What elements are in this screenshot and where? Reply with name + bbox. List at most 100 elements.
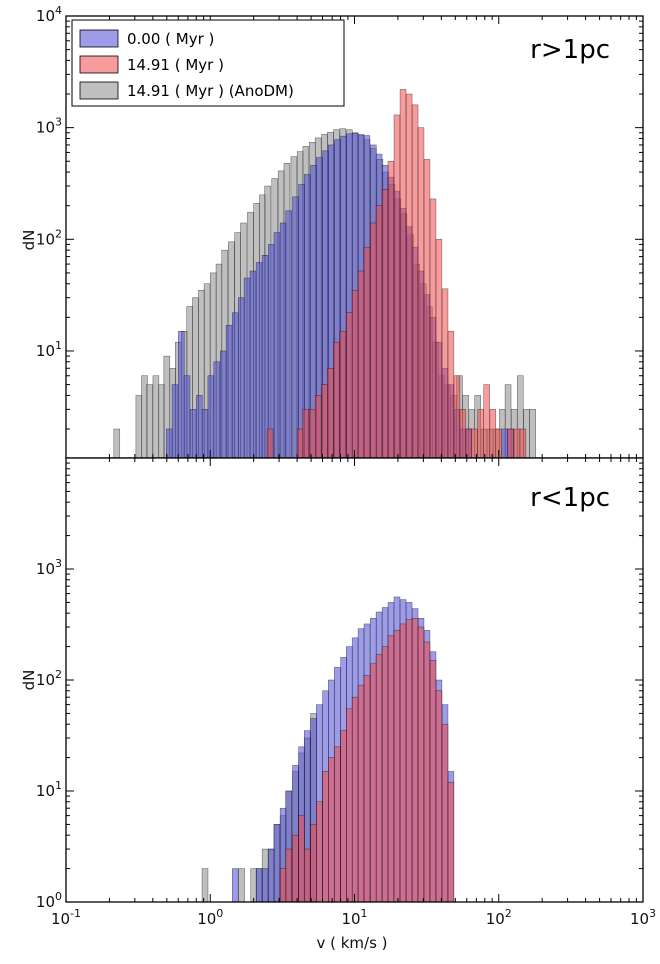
histogram-bar (346, 312, 353, 458)
histogram-bar (327, 368, 334, 458)
histogram-bar (220, 350, 227, 458)
histogram-bar (357, 270, 365, 458)
histogram-bar (285, 210, 292, 458)
histogram-bar (113, 428, 121, 458)
histogram-bar (429, 660, 437, 902)
y-tick-label: 100 (36, 890, 62, 911)
histogram-bar (243, 277, 251, 458)
histogram-bar (316, 801, 323, 902)
histogram-bar (178, 331, 185, 458)
histogram-bar (423, 159, 431, 458)
histogram-bar (370, 663, 377, 902)
histogram-bar (268, 244, 275, 458)
histogram-bar (135, 395, 143, 458)
histogram-bar (309, 409, 316, 458)
legend-swatch-0 (79, 29, 119, 48)
histogram-bar (399, 89, 407, 458)
y-axis-label-bottom: dN (20, 670, 38, 691)
legend: 0.00 ( Myr ) 14.91 ( Myr ) 14.91 ( Myr )… (71, 19, 345, 107)
histogram-bar (495, 428, 502, 458)
histogram-bar (250, 868, 257, 902)
histogram-bar (255, 868, 263, 902)
y-tick-label: 102 (36, 227, 62, 248)
histogram-bar (303, 174, 311, 458)
histogram-bar (483, 384, 490, 458)
histogram-bar (519, 428, 527, 458)
histogram-bar (423, 641, 431, 902)
histogram-bar (340, 730, 347, 902)
y-tick-label: 104 (36, 4, 62, 25)
x-tick-label: 100 (197, 907, 223, 928)
y-tick-label: 103 (36, 557, 62, 578)
histogram-bar (292, 834, 299, 902)
histogram-bar (453, 375, 461, 458)
histogram-bar (471, 428, 478, 458)
x-tick-label: 102 (486, 907, 512, 928)
histogram-bar (273, 232, 281, 458)
region-label: r>1pc (530, 35, 610, 65)
histogram-bar (189, 409, 197, 458)
histogram-bar (322, 771, 329, 902)
histogram-bar (171, 384, 179, 458)
histogram-bar (298, 815, 305, 902)
histogram-bar (201, 409, 209, 458)
histogram-bar (255, 262, 263, 458)
histogram-bar (268, 848, 275, 902)
histogram-bar (183, 375, 191, 458)
histogram-bar (266, 428, 274, 458)
legend-label-2: 14.91 ( Myr ) (AnoDM) (127, 82, 294, 100)
histogram-bar (351, 289, 359, 458)
histogram-bar (146, 384, 153, 458)
histogram-bar (339, 331, 347, 458)
histogram-bar (375, 654, 383, 902)
y-tick-label: 101 (36, 779, 62, 800)
histogram-bar (357, 684, 365, 902)
histogram-bar (477, 409, 484, 458)
legend-swatch-1 (79, 55, 119, 74)
histogram-bar (303, 848, 311, 902)
histogram-bar (296, 428, 304, 458)
histogram-bar (201, 868, 209, 902)
histogram-bar (346, 708, 353, 902)
histogram-bar (405, 93, 413, 458)
histogram-bar (232, 868, 239, 902)
histogram-bar (238, 868, 245, 902)
histogram-bar (465, 428, 473, 458)
histogram-bar (429, 198, 437, 458)
histogram-bar (333, 341, 340, 458)
histogram-bar (435, 690, 443, 902)
histogram-bar (447, 331, 455, 458)
histogram-bar (334, 746, 341, 902)
histogram-bar (279, 868, 287, 902)
histogram-bar (279, 222, 287, 458)
x-tick-label: 10-1 (51, 907, 81, 928)
legend-swatch-2 (79, 81, 119, 100)
histogram-bar (507, 428, 514, 458)
histogram-bar (285, 848, 292, 902)
histogram-bar (261, 868, 269, 902)
histogram-bar (447, 781, 455, 902)
histogram-bar (381, 189, 389, 458)
histogram-bar (225, 324, 233, 458)
histogram-bar (441, 723, 449, 902)
histogram-bar (393, 630, 401, 902)
histogram-bar (441, 288, 449, 458)
bars-group (113, 89, 536, 458)
legend-label-1: 14.91 ( Myr ) (127, 56, 224, 74)
histogram-bar (238, 297, 245, 458)
histogram-bar (310, 824, 317, 902)
histogram-bar (363, 246, 371, 458)
y-tick-label: 103 (36, 116, 62, 137)
histogram-bar (411, 618, 419, 902)
histogram-bar (292, 196, 299, 458)
x-tick-label: 101 (341, 907, 367, 928)
y-tick-label: 101 (36, 339, 62, 360)
histogram-bar (393, 114, 401, 458)
histogram-bar (273, 824, 281, 902)
histogram-bar (529, 409, 536, 458)
histogram-bar (328, 757, 335, 902)
histogram-bar (405, 619, 413, 902)
histogram-bar (417, 127, 425, 458)
